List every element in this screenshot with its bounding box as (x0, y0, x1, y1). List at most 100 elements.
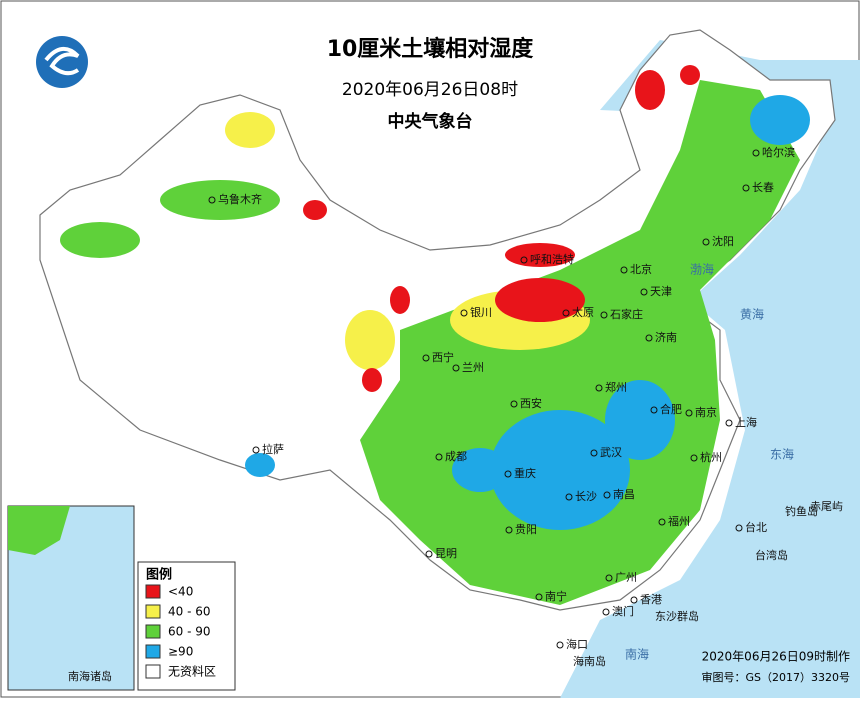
city-label: 贵阳 (515, 523, 537, 536)
city-marker (735, 524, 743, 532)
city-marker (565, 493, 573, 501)
city-marker (504, 470, 512, 478)
logo-circle (36, 36, 88, 88)
footer-approval: 审图号：GS（2017）3320号 (702, 670, 851, 684)
place-label: 南海 (625, 647, 649, 662)
city-label: 银川 (470, 305, 492, 319)
legend-title: 图例 (146, 567, 172, 583)
city-marker (658, 518, 666, 526)
field-blue (490, 410, 630, 530)
inset-land (8, 506, 70, 555)
city-label: 南宁 (545, 589, 567, 603)
city-label: 北京 (630, 262, 652, 276)
city-label: 福州 (668, 514, 690, 528)
city-marker (725, 419, 733, 427)
city-marker (600, 311, 608, 319)
legend-swatch (145, 664, 161, 679)
city-label: 杭州 (700, 450, 722, 464)
city-marker (605, 574, 613, 582)
city-label: 西安 (520, 396, 542, 410)
city-label: 乌鲁木齐 (218, 192, 262, 206)
city-marker (640, 288, 648, 296)
legend-swatch (145, 644, 161, 659)
field-blue (452, 448, 508, 492)
city-label: 昆明 (435, 547, 457, 560)
city-label: 重庆 (514, 466, 536, 480)
legend-label: <40 (168, 585, 193, 599)
city-marker (556, 641, 564, 649)
city-marker (590, 449, 598, 457)
city-marker (650, 406, 658, 414)
city-marker (520, 256, 528, 264)
city-marker (752, 149, 760, 157)
city-label: 长春 (752, 181, 774, 194)
city-label: 天津 (650, 285, 672, 298)
place-label: 台湾岛 (755, 548, 788, 562)
place-label: 东沙群岛 (655, 609, 699, 623)
city-label: 济南 (655, 330, 677, 344)
city-label: 呼和浩特 (530, 252, 574, 266)
city-label: 长沙 (575, 490, 597, 503)
city-label: 哈尔滨 (762, 145, 795, 159)
field-red (303, 200, 327, 220)
footer-made: 2020年06月26日09时制作 (702, 650, 850, 664)
legend-swatch (145, 624, 161, 639)
city-marker (630, 596, 638, 604)
city-marker (422, 354, 430, 362)
field-red (505, 243, 575, 267)
field-yellow (225, 112, 275, 148)
logo-mark (44, 47, 80, 76)
place-label: 赤尾屿 (810, 500, 843, 513)
city-marker (505, 526, 513, 534)
city-label: 成都 (445, 450, 467, 463)
place-label: 海南岛 (573, 654, 606, 668)
field-blue (750, 95, 810, 145)
city-label: 兰州 (462, 361, 484, 374)
legend-label: 无资料区 (168, 665, 216, 679)
field-yellow (345, 310, 395, 370)
city-marker (603, 491, 611, 499)
field-red (680, 65, 700, 85)
city-marker (460, 309, 468, 317)
city-label: 南京 (695, 405, 717, 419)
city-marker (702, 238, 710, 246)
city-marker (690, 454, 698, 462)
inset: 南海诸岛 (7, 505, 135, 691)
field-red (362, 368, 382, 392)
inset-title: 南海诸岛 (68, 669, 112, 683)
city-marker (685, 409, 693, 417)
subtitle: 2020年06月26日08时 (342, 80, 518, 100)
city-marker (510, 400, 518, 408)
place-label: 黄海 (740, 307, 764, 322)
place-label: 东海 (770, 447, 794, 462)
legend-label: ≥90 (168, 645, 193, 659)
organization: 中央气象台 (388, 111, 473, 132)
city-label: 香港 (640, 593, 662, 606)
legend-swatch (145, 604, 161, 619)
legend-swatch (145, 584, 161, 599)
city-marker (535, 593, 543, 601)
city-marker (425, 550, 433, 558)
legend: 图例 <40 40 - 60 60 - 90 ≥90 无资料区 (137, 561, 236, 691)
legend-label: 40 - 60 (168, 605, 211, 619)
city-marker (208, 196, 216, 204)
city-label: 郑州 (605, 380, 627, 394)
place-label: 钓鱼岛 (785, 504, 818, 518)
field-green (160, 180, 280, 220)
field-blue (245, 453, 275, 477)
place-label: 渤海 (690, 262, 714, 277)
city-label: 武汉 (600, 446, 622, 459)
city-marker (620, 266, 628, 274)
field-green (60, 222, 140, 258)
city-label: 太原 (572, 306, 594, 319)
moisture-field (60, 65, 810, 605)
city-label: 沈阳 (712, 234, 734, 248)
sea (560, 40, 860, 698)
field-blue (605, 380, 675, 460)
field-red (635, 70, 665, 110)
legend-label: 60 - 90 (168, 625, 211, 639)
city-marker (595, 384, 603, 392)
city-marker (452, 364, 460, 372)
field-red (390, 286, 410, 314)
city-marker (742, 184, 750, 192)
